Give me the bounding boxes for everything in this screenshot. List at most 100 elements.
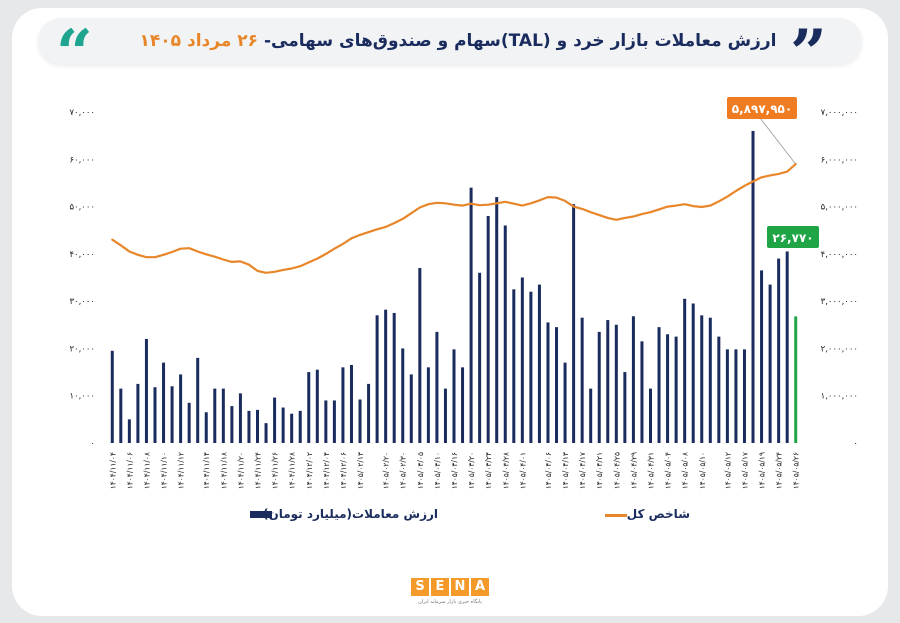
bar [375,315,379,443]
x-tick-label: ۱۴۰۵/۰۳/۲۴ [484,452,493,489]
x-tick-label: ۱۴۰۵/۰۵/۲۴ [775,452,784,489]
bar [572,204,576,443]
callouts: ۵,۸۹۷,۹۵۰ ۲۶,۷۷۰ [727,97,819,248]
bar [760,270,764,443]
bar [657,327,661,443]
bar [273,397,277,443]
x-tick-label: ۱۴۰۵/۰۲/۱۳ [356,452,365,489]
x-tick-label: ۱۴۰۴/۱۱/۱۴ [202,452,211,489]
bar [478,272,482,443]
x-tick-label: ۱۴۰۵/۰۲/۲۰ [382,452,391,489]
y-tick-label: ۶۰,۰۰۰ [69,155,95,165]
x-tick-label: ۱۴۰۵/۰۴/۳۱ [646,452,655,489]
bar [725,349,729,443]
bar [187,402,191,443]
bar [110,350,114,443]
x-tick-label: ۱۴۰۵/۰۵/۱۰ [698,452,707,489]
x-tick-label: ۱۴۰۵/۰۴/۲۱ [595,452,604,489]
y-tick-label: ۷۰,۰۰۰ [69,108,95,118]
callout-bar-label: ۲۶,۷۷۰ [772,231,813,245]
sena-logo: S E N A پایگاه خبری بازار سرمایه ایران [405,578,495,608]
x-tick-label: ۱۴۰۴/۱۱/۱۸ [219,452,228,489]
logo-letter: E [431,578,449,596]
bar [631,316,635,443]
index-line [111,163,797,274]
x-tick-label: ۱۴۰۵/۰۵/۰۸ [681,452,690,489]
x-tick-label: ۱۴۰۵/۰۴/۰۱ [518,452,527,489]
x-tick-label: ۱۴۰۵/۰۳/۲۸ [501,452,510,489]
chart-title: ارزش معاملات بازار خرد و (TAL)سهام و صند… [108,23,808,59]
bar [230,406,234,443]
x-tick-label: ۱۴۰۴/۱۱/۲۰ [236,452,245,489]
bar [503,225,507,443]
bar [700,315,704,443]
x-tick-label: ۱۴۰۴/۱۱/۱۰ [160,452,169,489]
bar [461,367,465,443]
bar [153,387,157,443]
x-tick-label: ۱۴۰۵/۰۳/۲۰ [467,452,476,489]
x-tick-label: ۱۴۰۵/۰۴/۱۷ [578,452,587,489]
x-tick-label: ۱۴۰۵/۰۵/۰۴ [664,452,673,489]
bar [589,388,593,443]
bar [298,410,302,443]
bar [315,369,319,443]
bar [409,374,413,443]
bar [221,388,225,443]
bar [341,367,345,443]
bar [136,383,140,443]
x-tick-label: ۱۴۰۵/۰۳/۱۶ [450,452,459,489]
bar [691,303,695,443]
x-tick-label: ۱۴۰۵/۰۵/۱۷ [740,452,749,489]
bar [238,393,242,443]
bar [648,388,652,443]
bar [452,349,456,443]
bar [418,268,422,443]
y-tick-label: ۰ [90,439,95,449]
x-tick-label: ۱۴۰۴/۱۱/۲۶ [271,452,280,489]
y2-tick-label: ۰ [853,439,858,449]
x-tick-label: ۱۴۰۴/۱۱/۲۴ [254,452,263,489]
line-series [111,163,797,274]
bar [734,349,738,443]
x-tick-label: ۱۴۰۵/۰۵/۱۹ [758,452,767,489]
x-tick-label: ۱۴۰۵/۰۴/۲۹ [629,452,638,489]
bar [204,412,208,443]
bar [119,388,123,443]
x-tick-label: ۱۴۰۴/۱۱/۱۲ [177,452,186,489]
bar [469,187,473,443]
bar [640,341,644,443]
bar [666,334,670,443]
bar [486,216,490,443]
y-tick-label: ۴۰,۰۰۰ [69,250,95,260]
x-tick-label: ۱۴۰۴/۱۱/۲۸ [288,452,297,489]
bar [307,372,311,443]
x-tick-label: ۱۴۰۴/۱۲/۰۴ [322,452,331,489]
bar [606,320,610,443]
x-tick-label: ۱۴۰۵/۰۲/۳۰ [399,452,408,489]
x-tick-label: ۱۴۰۴/۱۲/۰۶ [339,452,348,489]
logo-letter: A [471,578,489,596]
x-tick-label: ۱۴۰۵/۰۴/۲۵ [612,452,621,489]
bar [563,362,567,443]
legend-line-swatch [605,514,627,517]
title-main-text: ارزش معاملات بازار خرد و (TAL)سهام و صند… [263,31,777,51]
bar [555,327,559,443]
bar [614,324,618,443]
bar [768,284,772,443]
y2-tick-label: ۴,۰۰۰,۰۰۰ [821,250,858,260]
y2-tick-label: ۲,۰۰۰,۰۰۰ [821,344,858,354]
bar [529,291,533,443]
logo-tagline: پایگاه خبری بازار سرمایه ایران [418,599,482,605]
x-axis: ۱۴۰۴/۱۱/۰۴ ۱۴۰۴/۱۱/۰۶ ۱۴۰۴/۱۱/۰۸ ۱۴۰۴/۱۱/۱۰… [108,452,800,489]
bar [213,388,217,443]
y-tick-label: ۲۰,۰۰۰ [69,344,95,354]
x-tick-label: ۱۴۰۵/۰۳/۱۰ [433,452,442,489]
bar [717,336,721,443]
bar [324,400,328,443]
y2-tick-label: ۳,۰۰۰,۰۰۰ [821,297,858,307]
bar [683,298,687,443]
y2-tick-label: ۵,۰۰۰,۰۰۰ [821,203,858,213]
bar [162,362,166,443]
